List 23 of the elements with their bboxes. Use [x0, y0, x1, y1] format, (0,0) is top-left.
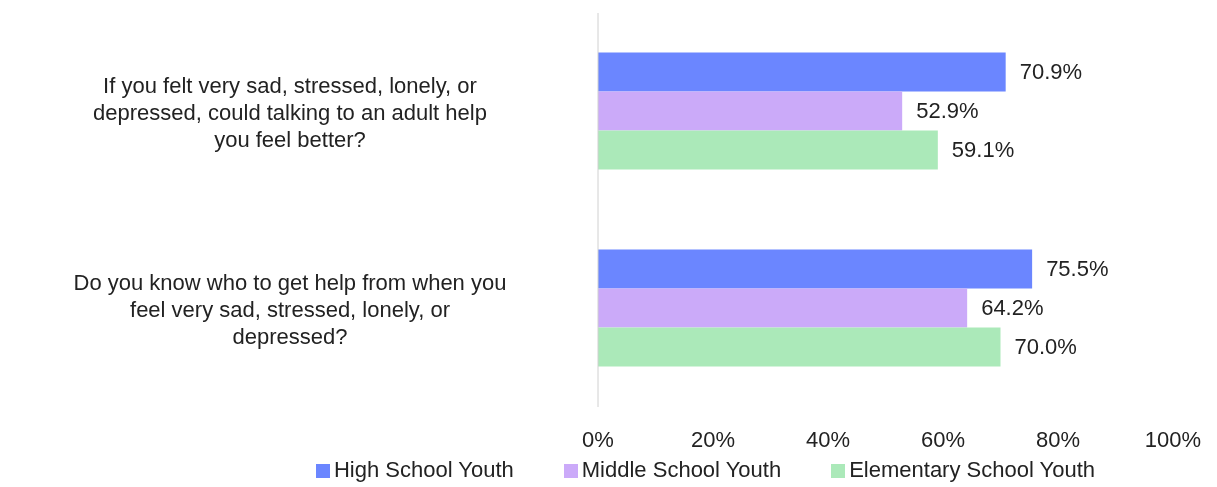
bar: [598, 52, 1006, 92]
data-label: 75.5%: [1046, 256, 1109, 282]
x-tick-label: 20%: [690, 426, 736, 452]
x-tick-label: 40%: [805, 426, 851, 452]
legend-label: High School Youth: [333, 457, 514, 482]
bar: [598, 249, 1033, 289]
x-tick-label: 100%: [1144, 426, 1202, 452]
x-tick-label: 0%: [582, 426, 614, 452]
data-label: 59.1%: [951, 137, 1015, 163]
bar: [598, 130, 938, 170]
data-label: 64.2%: [981, 295, 1044, 321]
legend-label: Elementary School Youth: [849, 457, 1096, 482]
y-tick-label: If you felt very sad, stressed, lonely, or depressed, could talking to an adult help you feel better?: [93, 72, 487, 151]
x-tick-label: 80%: [1035, 426, 1081, 452]
x-tick-label: 60%: [920, 426, 966, 452]
data-label: 52.9%: [916, 98, 979, 124]
y-tick-label: Do you know who to get help from when you feel very sad, stressed, lonely, or depressed?: [73, 269, 507, 348]
legend-label: Middle School Youth: [581, 457, 782, 482]
bar: [598, 91, 903, 131]
data-label: 70.0%: [1014, 334, 1077, 360]
data-label: 70.9%: [1019, 59, 1083, 85]
bar: [598, 327, 1001, 367]
bar: [598, 288, 968, 328]
